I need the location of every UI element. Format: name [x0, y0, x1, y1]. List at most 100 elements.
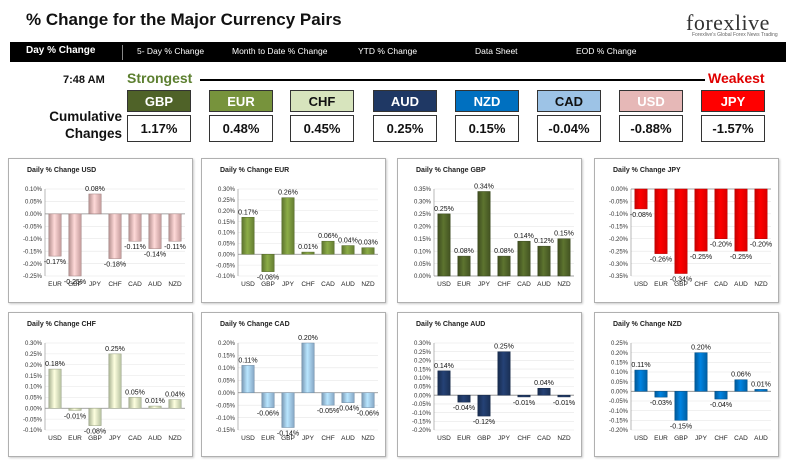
x-tick-label: JPY	[478, 281, 491, 288]
data-label: -0.15%	[670, 423, 692, 430]
nav-bar: Day % Change 5- Day % Change Month to Da…	[10, 42, 786, 62]
x-tick-label: AUD	[754, 435, 768, 442]
nav-mtd-change[interactable]: Month to Date % Change	[232, 46, 328, 56]
chart-title: Daily % Change CAD	[220, 321, 290, 328]
data-label: -0.17%	[44, 259, 66, 266]
y-tick-label: 0.05%	[218, 378, 236, 384]
forexlive-logo[interactable]: forexlive	[686, 10, 770, 35]
x-tick-label: CAD	[321, 281, 335, 288]
x-tick-label: CAD	[537, 435, 551, 442]
y-tick-label: 0.15%	[414, 367, 432, 373]
cumulative-label-line2: Changes	[64, 126, 122, 141]
chart-svg: 0.35%0.30%0.25%0.20%0.15%0.10%0.05%0.00%…	[414, 183, 574, 288]
y-tick-label: 0.05%	[414, 262, 432, 268]
data-label: 0.01%	[751, 381, 771, 388]
y-tick-label: 0.05%	[218, 242, 236, 248]
x-tick-label: GBP	[261, 281, 275, 288]
cumulative-label: Cumulative Changes	[42, 108, 122, 142]
data-label: -0.08%	[630, 212, 652, 219]
y-tick-label: 0.05%	[25, 200, 43, 206]
nav-day-change[interactable]: Day % Change	[26, 45, 96, 56]
bar-gbp	[281, 392, 295, 428]
currency-box-eur: EUR	[209, 90, 273, 112]
y-tick-label: -0.05%	[216, 403, 236, 409]
x-tick-label: NZD	[754, 281, 768, 288]
x-tick-label: GBP	[281, 435, 295, 442]
data-label: 0.14%	[514, 233, 534, 240]
x-tick-label: AUD	[341, 281, 355, 288]
y-tick-label: -0.15%	[216, 428, 236, 434]
currency-value-aud: 0.25%	[373, 115, 437, 142]
y-tick-label: 0.15%	[218, 220, 236, 226]
y-tick-label: -0.10%	[609, 409, 629, 415]
x-tick-label: USD	[634, 435, 648, 442]
x-tick-label: GBP	[88, 435, 102, 442]
bar-nzd	[754, 188, 768, 239]
currency-value-eur: 0.48%	[209, 115, 273, 142]
bar-cad	[734, 379, 748, 392]
x-tick-label: GBP	[674, 281, 688, 288]
nav-data-sheet[interactable]: Data Sheet	[475, 46, 518, 56]
x-tick-label: USD	[241, 281, 255, 288]
y-tick-label: 0.10%	[218, 231, 236, 237]
y-tick-label: 0.25%	[414, 212, 432, 218]
strongest-label: Strongest	[127, 70, 193, 86]
data-label: 0.04%	[534, 380, 554, 387]
nav-5day-change[interactable]: 5- Day % Change	[137, 46, 205, 56]
x-tick-label: NZD	[557, 281, 571, 288]
data-label: -0.14%	[277, 431, 299, 438]
bar-aud	[341, 392, 355, 403]
x-tick-label: CHF	[321, 435, 334, 442]
chart-panel-aud: Daily % Change AUD 0.30% 0.25% 0.20% 0.15% 0…	[397, 312, 582, 457]
y-tick-label: 0.10%	[25, 187, 43, 193]
y-tick-label: -0.10%	[216, 274, 236, 280]
x-tick-label: CAD	[128, 281, 142, 288]
bar-chf	[321, 392, 335, 406]
data-label: 0.08%	[454, 248, 474, 255]
x-tick-label: USD	[437, 435, 451, 442]
currency-value-jpy: -1.57%	[701, 115, 765, 142]
data-label: -0.01%	[513, 400, 535, 407]
nav-ytd-change[interactable]: YTD % Change	[358, 46, 418, 56]
y-tick-label: -0.15%	[609, 224, 629, 230]
y-tick-label: 0.25%	[611, 341, 629, 347]
y-tick-label: 0.20%	[414, 359, 432, 365]
y-tick-label: -0.15%	[609, 419, 629, 425]
x-tick-label: CHF	[301, 281, 314, 288]
data-label: -0.25%	[690, 254, 712, 261]
y-tick-label: -0.30%	[609, 262, 629, 268]
y-tick-label: -0.10%	[23, 428, 43, 434]
y-tick-label: 0.20%	[218, 209, 236, 215]
data-label: 0.08%	[494, 248, 514, 255]
x-tick-label: JPY	[109, 435, 122, 442]
x-tick-label: JPY	[282, 281, 295, 288]
bar-chf	[517, 394, 531, 398]
x-tick-label: CAD	[128, 435, 142, 442]
y-tick-label: -0.15%	[412, 420, 432, 426]
currency-value-chf: 0.45%	[290, 115, 354, 142]
bar-chf	[108, 213, 122, 259]
y-tick-label: -0.10%	[412, 411, 432, 417]
y-tick-label: 0.15%	[218, 354, 236, 360]
data-label: -0.18%	[104, 262, 126, 269]
x-tick-label: NZD	[557, 435, 571, 442]
bar-jpy	[301, 342, 315, 393]
chart-panel-usd: Daily % Change USD 0.10% 0.05% 0.00% -0.05%…	[8, 158, 193, 303]
y-tick-label: 0.10%	[218, 366, 236, 372]
currency-box-chf: CHF	[290, 90, 354, 112]
x-tick-label: AUD	[537, 281, 551, 288]
data-label: 0.14%	[434, 363, 454, 370]
nav-eod-change[interactable]: EOD % Change	[576, 46, 637, 56]
data-label: -0.14%	[144, 252, 166, 259]
chart-title: Daily % Change JPY	[613, 167, 681, 174]
y-tick-label: 0.25%	[25, 352, 43, 358]
y-tick-label: -0.25%	[23, 274, 43, 280]
chart-svg: 0.10%0.05%0.00%-0.05%-0.10%-0.15%-0.20%-…	[23, 186, 186, 288]
y-tick-label: 0.05%	[414, 385, 432, 391]
currency-box-nzd: NZD	[455, 90, 519, 112]
x-tick-label: JPY	[89, 281, 102, 288]
y-tick-label: 0.20%	[25, 363, 43, 369]
data-label: 0.05%	[125, 389, 145, 396]
y-tick-label: 0.10%	[414, 249, 432, 255]
bar-gbp	[477, 394, 491, 417]
